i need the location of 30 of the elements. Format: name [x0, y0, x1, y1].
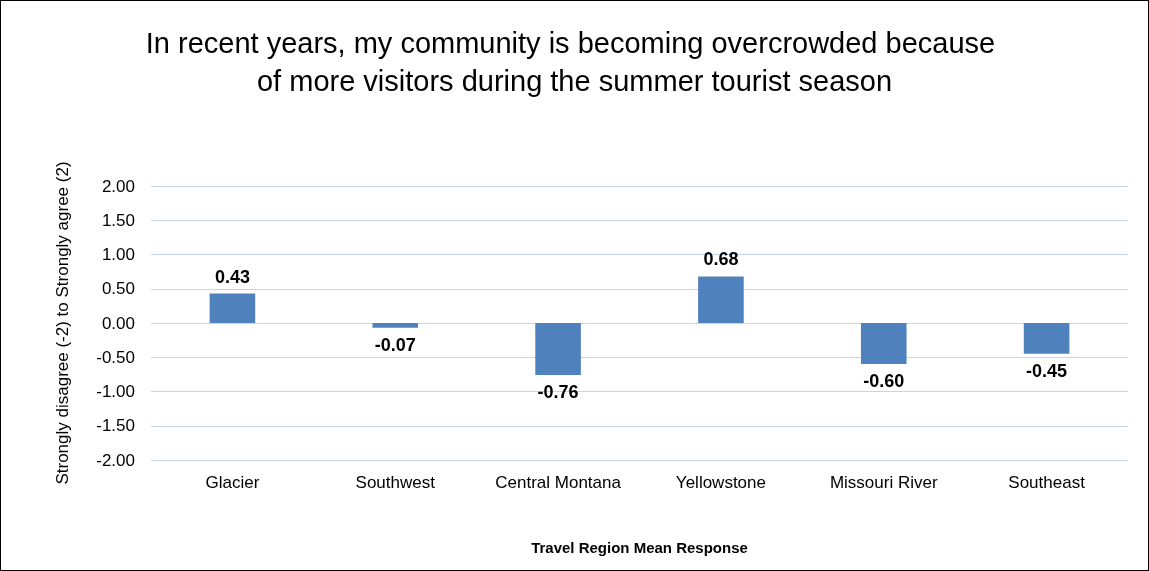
x-tick-label: Central Montana: [495, 473, 622, 492]
x-tick-label: Yellowstone: [675, 473, 766, 492]
bar: [535, 323, 581, 376]
x-tick-label: Missouri River: [829, 473, 938, 492]
bar: [372, 323, 419, 328]
x-axis-title: Travel Region Mean Response: [531, 539, 748, 556]
x-tick-label: Southwest: [355, 473, 436, 492]
bar: [209, 293, 256, 323]
y-axis-title: Strongly disagree (-2) to Strongly agree (2): [53, 161, 72, 485]
y-tick-label: -1.00: [96, 382, 135, 401]
bar: [1023, 323, 1070, 354]
data-label: -0.76: [537, 382, 579, 403]
data-label: 0.68: [703, 249, 739, 270]
y-tick-label: 0.00: [101, 313, 135, 333]
chart-title: In recent years, my community is becoming overcrowded because of more visitors during the summer tourist season: [145, 27, 1004, 97]
y-tick-label: 0.50: [101, 279, 135, 299]
y-tick-label: 2.00: [101, 176, 135, 196]
x-tick-label: Glacier: [205, 473, 260, 492]
y-tick-label: 1.00: [101, 245, 135, 264]
data-label: -0.45: [1026, 360, 1068, 381]
data-label: 0.43: [214, 266, 250, 287]
y-tick-label: 1.50: [101, 210, 135, 230]
y-tick-label: -2.00: [96, 450, 135, 470]
data-label: -0.60: [863, 371, 905, 392]
x-tick-label: Southeast: [1008, 473, 1086, 492]
y-tick-label: -1.50: [96, 416, 135, 436]
bar: [860, 323, 907, 365]
data-label: -0.07: [374, 334, 416, 355]
bar: [698, 276, 744, 323]
y-tick-label: -0.50: [96, 347, 135, 367]
